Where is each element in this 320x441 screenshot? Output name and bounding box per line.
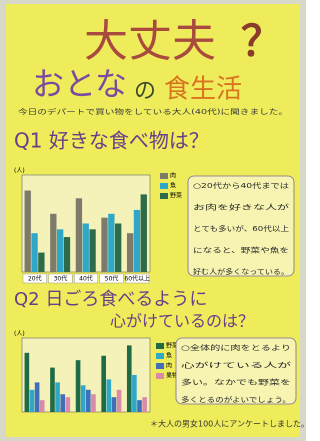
bar (31, 233, 37, 272)
bar (106, 379, 111, 412)
bar (30, 390, 35, 412)
note-line: 多い。なかでも野菜を (181, 378, 291, 387)
footer: ＊大人の男女100人にアンケートしました。 (150, 419, 306, 429)
intro: 今日のデパートで買い物をしている大人(40代)に聞きました。 (18, 107, 288, 116)
y-axis-label: (人) (14, 168, 25, 175)
bar (64, 237, 70, 272)
legend-swatch (160, 193, 168, 199)
bar (89, 229, 95, 272)
bar (86, 390, 91, 412)
legend-swatch (156, 363, 164, 369)
legend-label: 野菜 (170, 192, 182, 200)
legend-label: 魚 (166, 352, 172, 360)
bar (101, 356, 106, 412)
poster: 大丈夫 ？ おとな の 食生活 今日のデパートで買い物をしている大人(40代)に… (0, 0, 306, 441)
bar (141, 194, 147, 272)
subtitle: 食生活 (164, 75, 242, 105)
note-line: ○全体的に肉をとるより (181, 343, 291, 352)
bar (38, 253, 44, 272)
bar (108, 214, 114, 272)
note-line: ○20代から40代までは (193, 181, 289, 190)
bar (127, 233, 133, 272)
bar (83, 224, 89, 273)
bar (76, 360, 81, 412)
legend-swatch (160, 183, 168, 189)
y-axis-label: (人) (14, 331, 25, 338)
bar (50, 368, 55, 412)
x-tick-label: 50代 (105, 275, 119, 283)
bar (101, 218, 107, 272)
question: Q1 好きな食べ物は？ (14, 129, 209, 153)
x-tick-label: 20代 (28, 275, 42, 283)
note-line: 心がけている人が (181, 360, 291, 369)
question: Q2 日ごろ食べるように (14, 289, 207, 310)
page: 大丈夫 ？ おとな の 食生活 今日のデパートで買い物をしている大人(40代)に… (0, 0, 320, 441)
bar (55, 382, 60, 412)
bar (127, 345, 132, 412)
bar (40, 400, 45, 412)
bar (132, 375, 137, 412)
bar (57, 229, 63, 272)
legend-label: 魚 (170, 182, 176, 190)
title: 大丈夫 (84, 16, 216, 67)
note-line: とても多いが、60代以上 (193, 224, 289, 233)
bar (142, 397, 147, 412)
legend-swatch (156, 343, 164, 349)
bar (137, 400, 142, 412)
bar (76, 198, 82, 272)
bar (25, 353, 30, 412)
x-tick-label: 30代 (54, 275, 68, 283)
bar (117, 390, 122, 412)
legend-label: 肉 (170, 172, 176, 180)
legend-swatch (156, 353, 164, 359)
x-tick-label: 60代以上 (124, 275, 150, 283)
subtitle: の (134, 79, 156, 104)
bar (35, 382, 40, 412)
note-line: 多くとるのがよいでしょう。 (181, 395, 291, 404)
bar (81, 385, 86, 412)
legend-label: 肉 (166, 362, 172, 370)
bar (66, 397, 71, 412)
legend-swatch (160, 173, 168, 179)
note-line: になると、野菜や魚を (193, 246, 289, 255)
bar (112, 397, 117, 412)
note-line: お肉を好きな人が (193, 203, 289, 212)
bar (25, 191, 31, 272)
bar (60, 394, 65, 412)
bar (134, 210, 140, 272)
bar (50, 214, 56, 272)
bar (115, 224, 121, 273)
question: 心がけているのは？ (110, 312, 254, 331)
title-mark: ？ (241, 17, 283, 66)
subtitle: おとな (32, 65, 127, 103)
note-line: 好む人が多くなっている。 (193, 267, 289, 276)
legend-swatch (156, 373, 164, 379)
bar (91, 394, 96, 412)
x-tick-label: 40代 (79, 275, 93, 283)
